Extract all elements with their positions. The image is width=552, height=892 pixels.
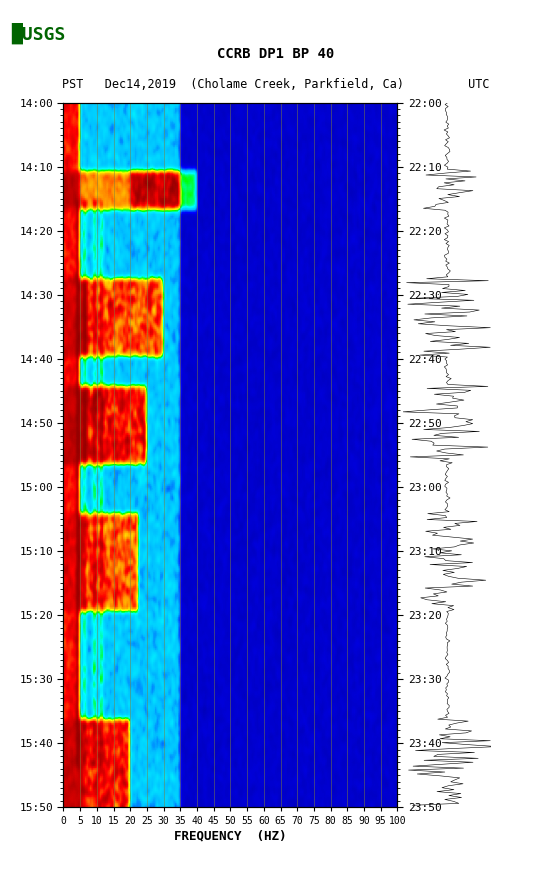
Text: PST   Dec14,2019  (Cholame Creek, Parkfield, Ca)         UTC: PST Dec14,2019 (Cholame Creek, Parkfield… — [62, 78, 490, 91]
X-axis label: FREQUENCY  (HZ): FREQUENCY (HZ) — [174, 829, 286, 842]
Text: █USGS: █USGS — [11, 22, 66, 44]
Text: CCRB DP1 BP 40: CCRB DP1 BP 40 — [217, 46, 335, 61]
